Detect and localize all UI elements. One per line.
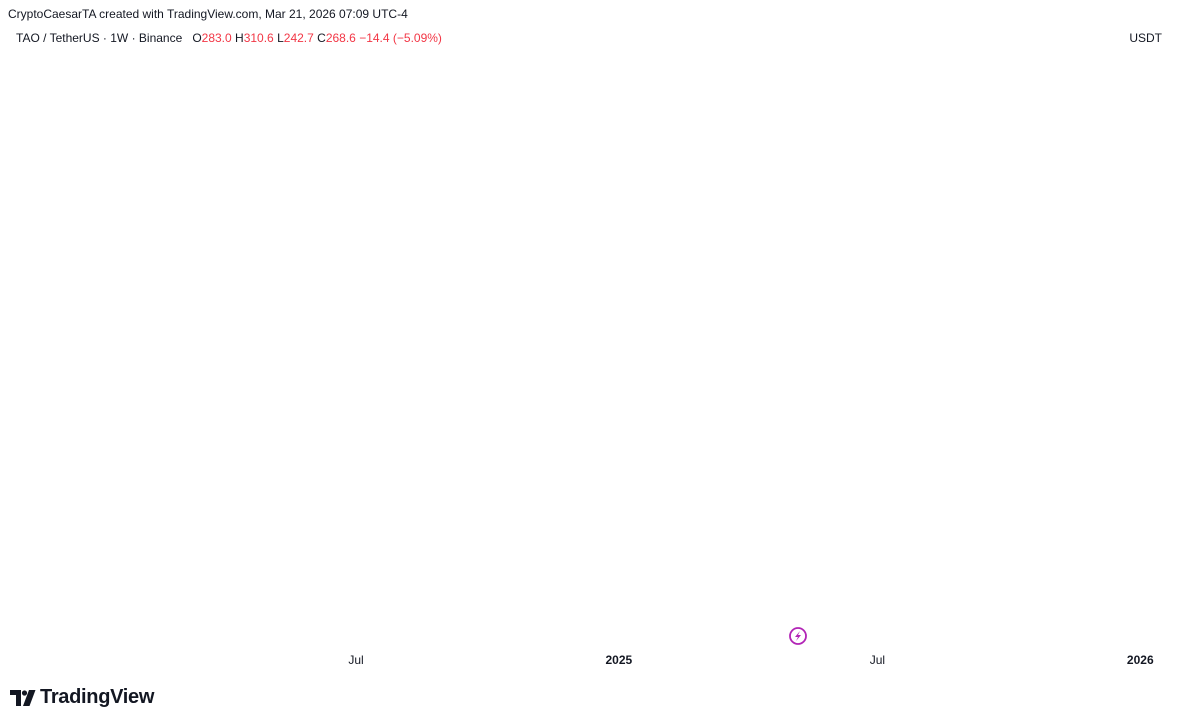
callouts-layer: 205.9Current Support Level	[789, 627, 807, 645]
symbol-legend: TAO / TetherUS · 1W · Binance O283.0 H31…	[16, 31, 442, 45]
currency-label[interactable]: USDT	[1129, 31, 1162, 45]
time-tick-label: Jul	[870, 653, 885, 667]
open-value: 283.0	[201, 31, 232, 45]
low-label: L	[277, 31, 284, 45]
change-value: −14.4 (−5.09%)	[359, 31, 442, 45]
lightning-icon-ring	[789, 627, 807, 645]
time-tick-label: Jul	[348, 653, 363, 667]
time-tick-label: 2025	[606, 653, 633, 667]
tradingview-logo[interactable]: TradingView	[10, 686, 154, 709]
low-value: 242.7	[283, 31, 314, 45]
time-axis[interactable]: Jul2025Jul2026Jul2027Jul	[348, 653, 1200, 667]
lightning-icon	[789, 627, 807, 645]
high-label: H	[235, 31, 244, 45]
close-value: 268.6	[325, 31, 356, 45]
lightning-icon-bolt	[795, 631, 801, 641]
tradingview-brand: TradingView	[40, 686, 155, 708]
time-tick-label: 2026	[1127, 653, 1154, 667]
close-label: C	[317, 31, 326, 45]
high-value: 310.6	[243, 31, 274, 45]
open-label: O	[192, 31, 202, 45]
tradingview-logo-icon	[10, 689, 36, 706]
symbol-name: TAO / TetherUS · 1W · Binance	[16, 31, 183, 45]
chart-attribution: CryptoCaesarTA created with TradingView.…	[8, 7, 408, 21]
